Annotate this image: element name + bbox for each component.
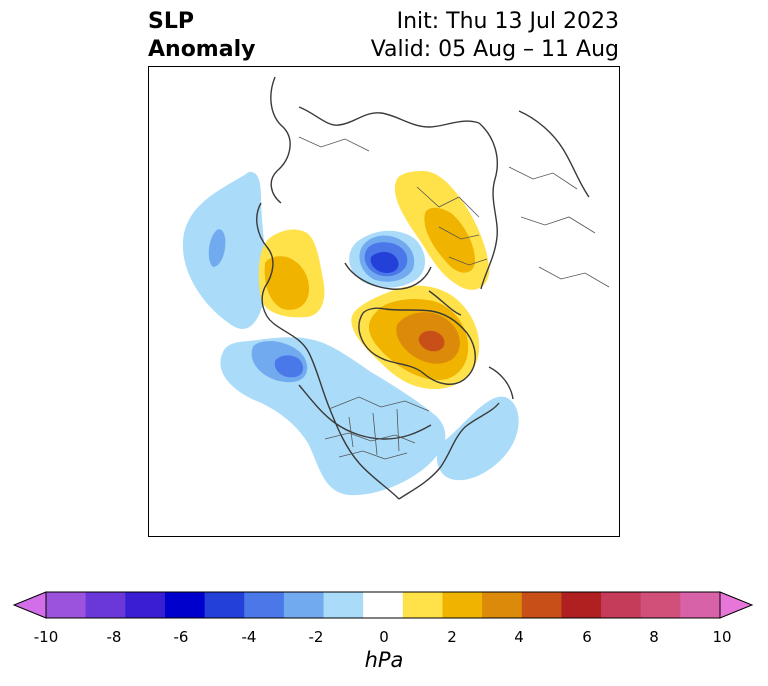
colorbar [12,591,754,619]
colorbar-segment [363,592,404,618]
init-date: Init: Thu 13 Jul 2023 [396,9,619,34]
title-variable: SLP [148,9,194,34]
colorbar-segment [442,592,483,618]
anomaly-arctic-low-core [370,251,399,273]
colorbar-segment [85,592,126,618]
anomaly-greenland-high-core [418,330,445,352]
colorbar-tick: -10 [33,628,59,646]
anomaly-map-svg [182,76,610,500]
coastlines [256,76,590,500]
colorbar-segment [680,592,721,618]
anomaly-western-atlantic-low [436,396,519,481]
anomaly-alaska-high-core [264,256,309,310]
colorbar-segment [323,592,364,618]
map-title: SLP Anomaly [148,8,255,64]
colorbar-tick: 10 [712,628,732,646]
colorbar-tick: 4 [514,628,524,646]
colorbar-tick: 2 [447,628,457,646]
colorbar-segment [244,592,285,618]
colorbar-segment [204,592,245,618]
title-field-type: Anomaly [148,37,256,62]
colorbar-tick: -8 [106,628,122,646]
colorbar-segment [640,592,681,618]
country-borders [298,136,610,460]
colorbar-segment [482,592,523,618]
colorbar-segment [561,592,602,618]
colorbar-segment [601,592,642,618]
anomaly-scandinavia-high-core [424,207,475,273]
colorbar-tick: -6 [173,628,189,646]
colorbar-segment [402,592,443,618]
colorbar-outline [45,591,721,619]
colorbar-segment [521,592,562,618]
colorbar-max-arrow [719,591,754,619]
colorbar-min-arrow [12,591,47,619]
colorbar-tick: 6 [582,628,592,646]
forecast-dates: Init: Thu 13 Jul 2023 Valid: 05 Aug – 11… [371,8,619,64]
colorbar-segments [46,592,721,618]
colorbar-tick: 8 [649,628,659,646]
polar-map [148,66,620,537]
valid-range: Valid: 05 Aug – 11 Aug [370,37,619,62]
colorbar-tick: -4 [241,628,257,646]
colorbar-segment [283,592,325,618]
colorbar-tick: -2 [308,628,324,646]
colorbar-tick: 0 [379,628,389,646]
colorbar-segment [125,592,166,618]
anomaly-gulf-of-alaska-center [274,355,304,378]
colorbar-segment [164,592,206,618]
anomaly-north-pacific-core [208,229,226,267]
colorbar-segment [46,592,87,618]
colorbar-unit-label: hPa [364,648,404,672]
